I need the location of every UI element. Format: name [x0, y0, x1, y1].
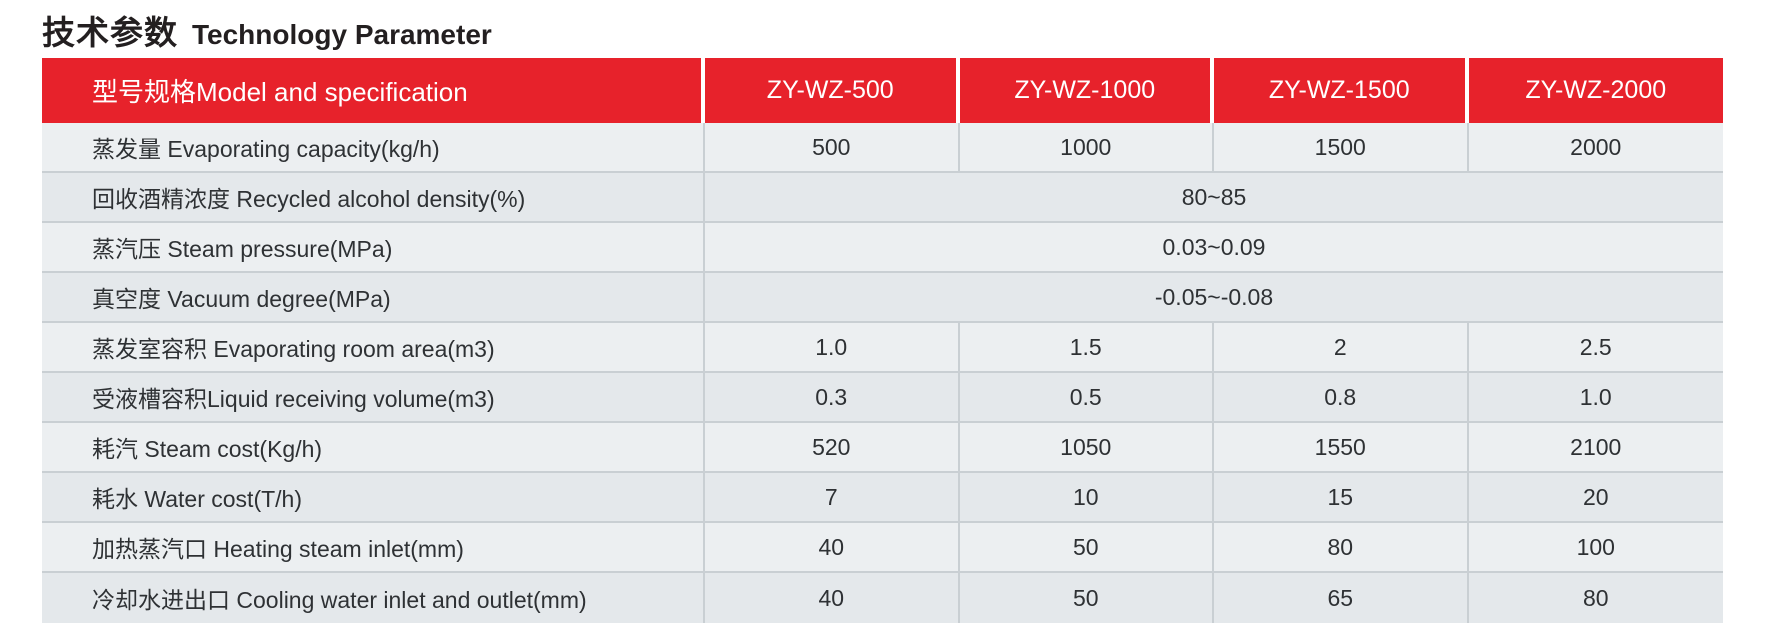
row-label: 回收酒精浓度 Recycled alcohol density(%): [42, 173, 705, 223]
row-recycled-alcohol-density: 回收酒精浓度 Recycled alcohol density(%) 80~85: [42, 173, 1723, 223]
header-model-specification: 型号规格Model and specification: [42, 58, 705, 123]
cell-value: 2100: [1468, 423, 1723, 473]
row-water-cost: 耗水 Water cost(T/h) 7 10 15 20: [42, 473, 1723, 523]
cell-value: 1.5: [959, 323, 1214, 373]
cell-value: 0.5: [959, 373, 1214, 423]
cell-value: 40: [705, 573, 960, 623]
cell-value-merged: -0.05~-0.08: [705, 273, 1723, 323]
cell-value: 15: [1214, 473, 1469, 523]
table-header-row: 型号规格Model and specification ZY-WZ-500 ZY…: [42, 58, 1723, 123]
cell-value: 1000: [959, 123, 1214, 173]
row-label: 冷却水进出口 Cooling water inlet and outlet(mm…: [42, 573, 705, 623]
row-evaporating-capacity: 蒸发量 Evaporating capacity(kg/h) 500 1000 …: [42, 123, 1723, 173]
cell-value: 1050: [959, 423, 1214, 473]
cell-value: 80: [1214, 523, 1469, 573]
row-evaporating-room-area: 蒸发室容积 Evaporating room area(m3) 1.0 1.5 …: [42, 323, 1723, 373]
cell-value: 1.0: [705, 323, 960, 373]
cell-value: 100: [1468, 523, 1723, 573]
row-liquid-receiving-volume: 受液槽容积Liquid receiving volume(m3) 0.3 0.5…: [42, 373, 1723, 423]
cell-value: 10: [959, 473, 1214, 523]
cell-value: 50: [959, 523, 1214, 573]
row-label: 加热蒸汽口 Heating steam inlet(mm): [42, 523, 705, 573]
page-title-english: Technology Parameter: [192, 19, 492, 50]
cell-value: 65: [1214, 573, 1469, 623]
header-model-zy-wz-2000: ZY-WZ-2000: [1468, 58, 1723, 123]
cell-value: 20: [1468, 473, 1723, 523]
header-model-zy-wz-500: ZY-WZ-500: [705, 58, 960, 123]
row-label: 耗汽 Steam cost(Kg/h): [42, 423, 705, 473]
page-title-chinese: 技术参数: [42, 14, 178, 51]
page-title: 技术参数 Technology Parameter: [42, 6, 492, 54]
cell-value: 50: [959, 573, 1214, 623]
row-vacuum-degree: 真空度 Vacuum degree(MPa) -0.05~-0.08: [42, 273, 1723, 323]
cell-value: 0.8: [1214, 373, 1469, 423]
cell-value: 1500: [1214, 123, 1469, 173]
row-label: 真空度 Vacuum degree(MPa): [42, 273, 705, 323]
header-model-zy-wz-1000: ZY-WZ-1000: [959, 58, 1214, 123]
cell-value: 80: [1468, 573, 1723, 623]
row-heating-steam-inlet: 加热蒸汽口 Heating steam inlet(mm) 40 50 80 1…: [42, 523, 1723, 573]
cell-value: 520: [705, 423, 960, 473]
cell-value: 7: [705, 473, 960, 523]
row-label: 受液槽容积Liquid receiving volume(m3): [42, 373, 705, 423]
cell-value: 2.5: [1468, 323, 1723, 373]
cell-value-merged: 0.03~0.09: [705, 223, 1723, 273]
cell-value: 2000: [1468, 123, 1723, 173]
row-steam-cost: 耗汽 Steam cost(Kg/h) 520 1050 1550 2100: [42, 423, 1723, 473]
cell-value: 2: [1214, 323, 1469, 373]
header-model-zy-wz-1500: ZY-WZ-1500: [1214, 58, 1469, 123]
row-label: 蒸发室容积 Evaporating room area(m3): [42, 323, 705, 373]
cell-value: 1.0: [1468, 373, 1723, 423]
row-steam-pressure: 蒸汽压 Steam pressure(MPa) 0.03~0.09: [42, 223, 1723, 273]
technology-parameter-table: 型号规格Model and specification ZY-WZ-500 ZY…: [42, 58, 1723, 623]
cell-value: 40: [705, 523, 960, 573]
row-cooling-water-inlet-outlet: 冷却水进出口 Cooling water inlet and outlet(mm…: [42, 573, 1723, 623]
cell-value: 0.3: [705, 373, 960, 423]
cell-value: 1550: [1214, 423, 1469, 473]
row-label: 耗水 Water cost(T/h): [42, 473, 705, 523]
row-label: 蒸汽压 Steam pressure(MPa): [42, 223, 705, 273]
cell-value-merged: 80~85: [705, 173, 1723, 223]
row-label: 蒸发量 Evaporating capacity(kg/h): [42, 123, 705, 173]
cell-value: 500: [705, 123, 960, 173]
